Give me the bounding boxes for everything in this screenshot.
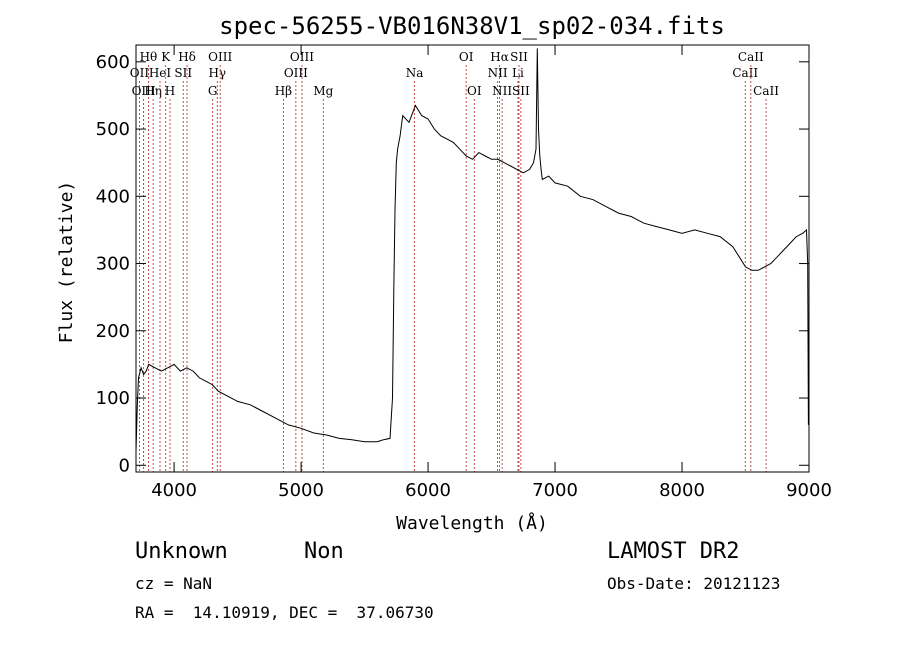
line-marker-label: CaII: [738, 50, 764, 64]
spectrum-line: [135, 48, 809, 452]
line-marker-label: OI: [459, 50, 474, 64]
y-tick-label: 300: [96, 254, 130, 275]
y-tick-label: 600: [96, 52, 130, 73]
line-marker-label: G: [208, 84, 218, 98]
x-tick-label: 9000: [786, 480, 832, 501]
line-marker-label: Hα: [490, 50, 509, 64]
line-marker-label: Mg: [313, 84, 333, 98]
y-tick-label: 500: [96, 119, 130, 140]
y-tick-label: 0: [119, 455, 130, 476]
axis-ticks: 4000 5000 6000 7000 8000 9000 0 100 200 300 400 500…: [96, 45, 832, 501]
line-marker-label: NII: [492, 84, 512, 98]
line-marker-label: OIII: [208, 50, 232, 64]
line-marker-label: H: [165, 84, 175, 98]
line-marker-label: K: [161, 50, 171, 64]
subclass-label: Non: [304, 539, 344, 564]
x-tick-label: 6000: [405, 480, 451, 501]
line-marker-label: SII: [510, 50, 528, 64]
line-marker-label: OII: [130, 66, 150, 80]
line-marker-label: CaII: [732, 66, 758, 80]
x-tick-label: 4000: [151, 480, 197, 501]
x-tick-label: 5000: [278, 480, 324, 501]
line-marker-label: OI: [467, 84, 482, 98]
line-marker-label: Hγ: [208, 66, 226, 80]
line-marker-label: SII: [512, 84, 530, 98]
class-label: Unknown: [135, 539, 228, 564]
plot-frame: [135, 44, 810, 473]
line-marker-label: Hδ: [178, 50, 196, 64]
coordinates: RA = 14.10919, DEC = 37.06730: [135, 603, 434, 622]
y-tick-label: 100: [96, 388, 130, 409]
cz-value: cz = NaN: [135, 574, 213, 593]
chart-title: spec-56255-VB016N38V1_sp02-034.fits: [219, 12, 725, 40]
x-axis-label: Wavelength (Å): [396, 512, 548, 534]
line-marker-label: OIII: [284, 66, 308, 80]
line-marker-label: HeI: [149, 66, 172, 80]
line-marker-label: Li: [512, 66, 524, 80]
obs-date: Obs-Date: 20121123: [607, 574, 781, 593]
line-marker-label: OIII: [132, 84, 156, 98]
y-tick-label: 200: [96, 321, 130, 342]
line-marker-label: SII: [174, 66, 192, 80]
y-tick-label: 400: [96, 186, 130, 207]
line-marker-label: Hθ: [140, 50, 158, 64]
line-marker-label: NII: [488, 66, 508, 80]
x-tick-label: 7000: [532, 480, 578, 501]
y-axis-label: Flux (relative): [56, 181, 77, 344]
line-marker-label: Na: [406, 66, 424, 80]
spectral-line-markers: HθOIIOIIIHηHeIKHSIIHδGHγOIIIHβOIIIOIIIMg…: [130, 50, 779, 472]
line-marker-label: CaII: [753, 84, 779, 98]
line-marker-label: Hβ: [275, 84, 292, 98]
survey-label: LAMOST DR2: [607, 539, 740, 564]
x-tick-label: 8000: [659, 480, 705, 501]
line-marker-label: OIII: [290, 50, 314, 64]
line-marker-label: Hη: [144, 84, 162, 98]
